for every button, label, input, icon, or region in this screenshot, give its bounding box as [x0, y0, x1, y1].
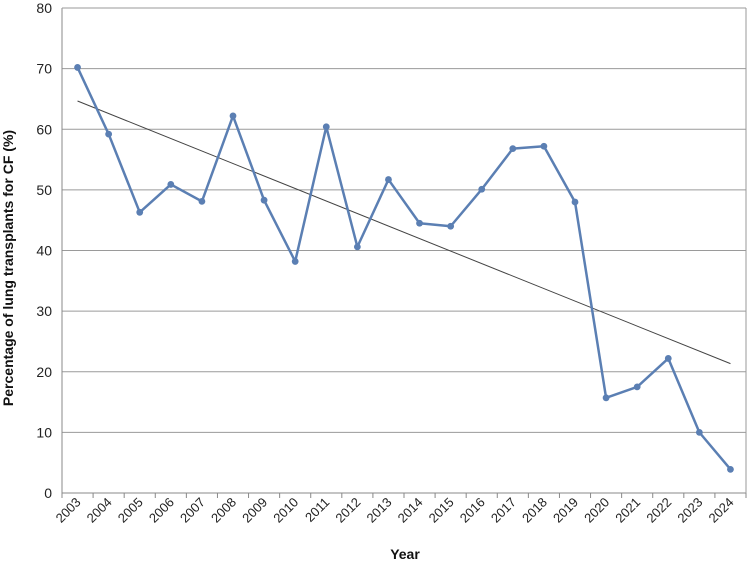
y-tick-label: 70: [36, 61, 52, 77]
data-point: [229, 112, 237, 120]
trendline-line: [77, 100, 731, 365]
y-tick-label: 30: [36, 303, 52, 319]
x-tick-label: 2012: [332, 495, 363, 526]
data-point: [540, 142, 548, 150]
x-tick-label: 2013: [364, 495, 395, 526]
data-point: [385, 176, 392, 183]
y-tick-label: 50: [36, 182, 52, 198]
gridlines: [62, 7, 746, 433]
x-tick-label: 2014: [395, 495, 426, 526]
data-point: [509, 145, 517, 153]
data-point: [260, 196, 268, 204]
y-tick-label: 40: [36, 243, 52, 259]
x-tick-label: 2015: [426, 495, 457, 526]
data-point: [105, 130, 113, 138]
x-tick-label: 2009: [239, 495, 270, 526]
data-point: [167, 181, 175, 188]
y-tick-labels: 0 10 20 30 40 50 60 70 80: [36, 0, 52, 501]
x-tick-labels: 2003 2004 2005 2006 2007 2008 2009 2010 2011 2012…: [53, 495, 737, 526]
x-tick-label: 2018: [519, 495, 550, 526]
data-point: [198, 197, 206, 205]
x-tick-label: 2019: [550, 495, 581, 526]
x-tick-label: 2011: [302, 495, 332, 525]
data-point: [416, 219, 423, 227]
data-point: [291, 258, 299, 265]
x-tick-label: 2020: [581, 495, 612, 526]
x-tick-label: 2017: [488, 495, 519, 526]
x-tick-label: 2023: [674, 495, 705, 526]
data-point: [571, 198, 579, 206]
data-point: [74, 64, 81, 71]
series-points: [74, 64, 734, 473]
y-tick-label: 10: [36, 424, 52, 440]
data-point: [602, 394, 610, 402]
series-lines: [76, 66, 732, 471]
data-point: [478, 185, 486, 193]
x-tick-label: 2005: [115, 495, 146, 526]
x-tick-label: 2008: [208, 495, 239, 526]
data-point: [353, 243, 361, 251]
x-tick-label: 2003: [53, 495, 84, 526]
y-tick-label: 80: [36, 0, 52, 16]
data-point: [633, 383, 641, 391]
x-tick-label: 2010: [270, 495, 301, 526]
x-tick-label: 2021: [612, 495, 643, 526]
data-point: [664, 355, 672, 362]
data-point: [322, 123, 330, 131]
y-tick-label: 20: [36, 364, 52, 380]
data-point: [695, 428, 703, 436]
y-axis-title: Percentage of lung transplants for CF (%…: [0, 130, 16, 406]
data-point: [447, 222, 455, 230]
axes: [61, 7, 747, 498]
x-tick-label: 2022: [643, 495, 674, 526]
y-tick-label: 60: [36, 121, 52, 137]
data-point: [727, 465, 734, 473]
x-tick-label: 2006: [146, 495, 177, 526]
x-tick-label: 2016: [457, 495, 488, 526]
x-tick-label: 2024: [706, 495, 737, 526]
x-tick-label: 2004: [84, 495, 115, 526]
y-tick-label: 0: [44, 485, 52, 501]
series-line: [76, 66, 732, 471]
x-axis-title: Year: [390, 546, 420, 562]
x-tick-label: 2007: [177, 495, 208, 526]
trendline: [77, 100, 731, 365]
data-point: [136, 208, 144, 216]
